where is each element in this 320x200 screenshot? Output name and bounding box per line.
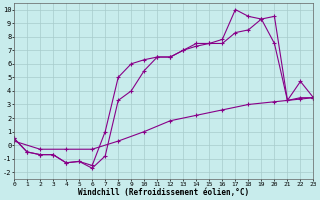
X-axis label: Windchill (Refroidissement éolien,°C): Windchill (Refroidissement éolien,°C) [78,188,249,197]
